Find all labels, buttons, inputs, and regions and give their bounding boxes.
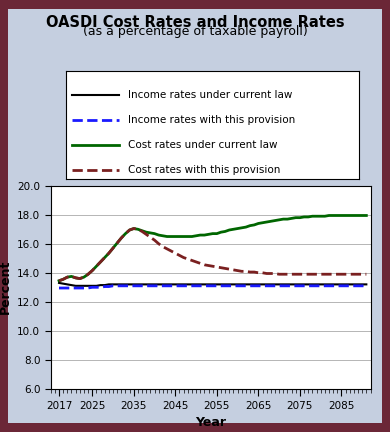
Income rates with this provision [82,286,86,291]
Line: Cost rates under current law: Cost rates under current law [59,216,366,281]
Income rates under current law [293,282,298,287]
Cost rates with this provision [335,272,340,277]
Cost rates with this provision [364,272,369,277]
Cost rates with this provision [302,272,307,277]
Income rates under current law [86,283,90,289]
Income rates under current law [302,282,307,287]
Cost rates under current law [302,214,307,219]
Income rates with this provision [335,283,340,289]
Cost rates with this provision [131,226,136,231]
Cost rates under current law [310,214,315,219]
Cost rates under current law [298,215,302,220]
Text: OASDI Cost Rates and Income Rates: OASDI Cost Rates and Income Rates [46,15,344,30]
Cost rates with this provision [57,278,61,283]
Income rates with this provision [364,283,369,289]
Line: Cost rates with this provision: Cost rates with this provision [59,229,366,281]
Cost rates with this provision [314,272,319,277]
Cost rates under current law [364,213,369,218]
Cost rates under current law [289,216,294,221]
Text: (as a percentage of taxable payroll): (as a percentage of taxable payroll) [83,25,307,38]
Cost rates under current law [335,213,340,218]
Income rates with this provision [306,283,310,289]
Text: Income rates with this provision: Income rates with this provision [128,115,295,125]
Income rates under current law [314,282,319,287]
Income rates under current law [57,280,61,286]
Cost rates with this provision [293,272,298,277]
Text: Cost rates under current law: Cost rates under current law [128,140,277,150]
Income rates under current law [73,283,78,289]
Cost rates with this provision [306,272,310,277]
Income rates under current law [364,282,369,287]
Cost rates under current law [57,278,61,283]
Cost rates under current law [82,275,86,280]
Income rates with this provision [111,283,115,289]
Income rates under current law [306,282,310,287]
Cost rates under current law [327,213,332,218]
Line: Income rates under current law: Income rates under current law [59,283,366,286]
Income rates with this provision [302,283,307,289]
Text: Income rates under current law: Income rates under current law [128,90,292,100]
X-axis label: Year: Year [195,416,226,429]
Income rates with this provision [293,283,298,289]
Income rates with this provision [57,286,61,291]
Income rates under current law [335,282,340,287]
Text: Cost rates with this provision: Cost rates with this provision [128,165,280,175]
Line: Income rates with this provision: Income rates with this provision [59,286,366,288]
Y-axis label: Percent: Percent [0,260,12,314]
Cost rates with this provision [82,275,86,280]
Income rates with this provision [314,283,319,289]
